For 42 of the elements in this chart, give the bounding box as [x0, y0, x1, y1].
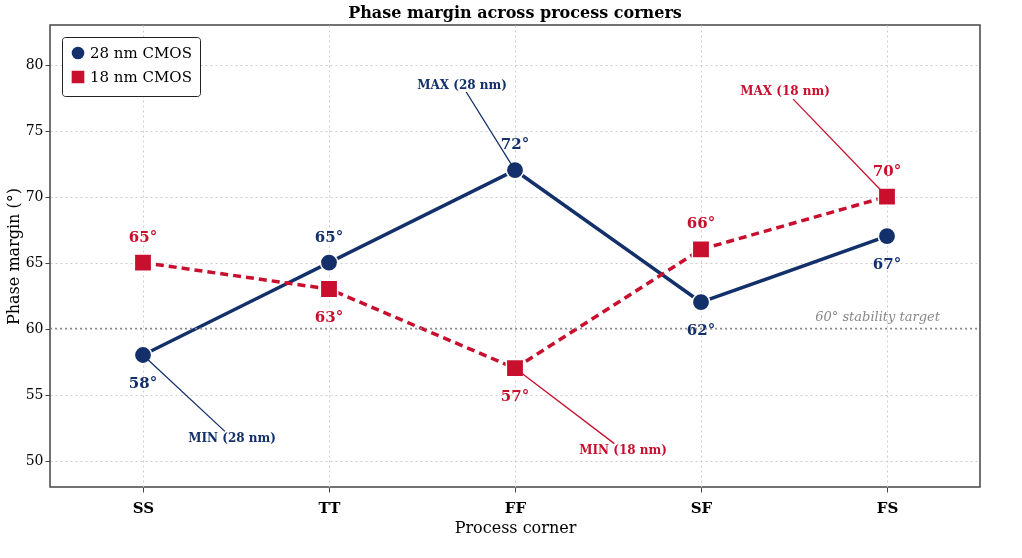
data-label: 65°: [314, 227, 344, 246]
annotation: MAX (18 nm): [740, 83, 830, 98]
x-tick-label: FF: [504, 498, 527, 517]
chart-title: Phase margin across process corners: [348, 3, 682, 22]
y-tick-label: 65: [25, 254, 44, 271]
data-label: 66°: [686, 214, 716, 233]
y-tick-label: 70: [25, 188, 44, 205]
point: [877, 187, 897, 207]
point: [133, 345, 153, 365]
point: [877, 226, 897, 246]
legend-label: 18 nm CMOS: [90, 68, 192, 86]
data-label: 70°: [872, 161, 902, 180]
x-tick-label: TT: [318, 498, 342, 517]
y-tick-label: 50: [25, 452, 44, 469]
data-label: 65°: [128, 227, 158, 246]
point: [319, 253, 339, 272]
ref-line-label: 60° stability target: [815, 308, 941, 324]
x-tick-label: FS: [876, 498, 899, 517]
y-axis-title: Phase margin (°): [3, 188, 23, 325]
x-axis-title: Process corner: [454, 517, 577, 537]
y-tick-label: 75: [25, 122, 44, 139]
point: [691, 239, 711, 259]
annotation: MIN (18 nm): [579, 443, 667, 458]
point: [691, 292, 711, 312]
y-tick-label: 60: [25, 320, 44, 337]
annotation: MAX (28 nm): [417, 78, 507, 93]
point: [133, 253, 153, 273]
x-tick-label: SS: [132, 498, 155, 517]
point: [505, 160, 525, 180]
point: [505, 358, 525, 378]
annotation: MIN (28 nm): [188, 431, 276, 445]
data-label: 72°: [500, 135, 530, 154]
x-tick-label: SF: [690, 498, 713, 517]
y-tick-label: 55: [25, 386, 44, 403]
y-tick-label: 80: [25, 56, 44, 73]
data-label: 67°: [872, 255, 902, 274]
point: [319, 279, 339, 299]
data-label: 58°: [128, 374, 158, 392]
data-label: 63°: [314, 308, 344, 326]
data-label: 62°: [686, 321, 716, 340]
legend-label: 28 nm CMOS: [90, 44, 192, 62]
data-label: 57°: [500, 387, 530, 406]
